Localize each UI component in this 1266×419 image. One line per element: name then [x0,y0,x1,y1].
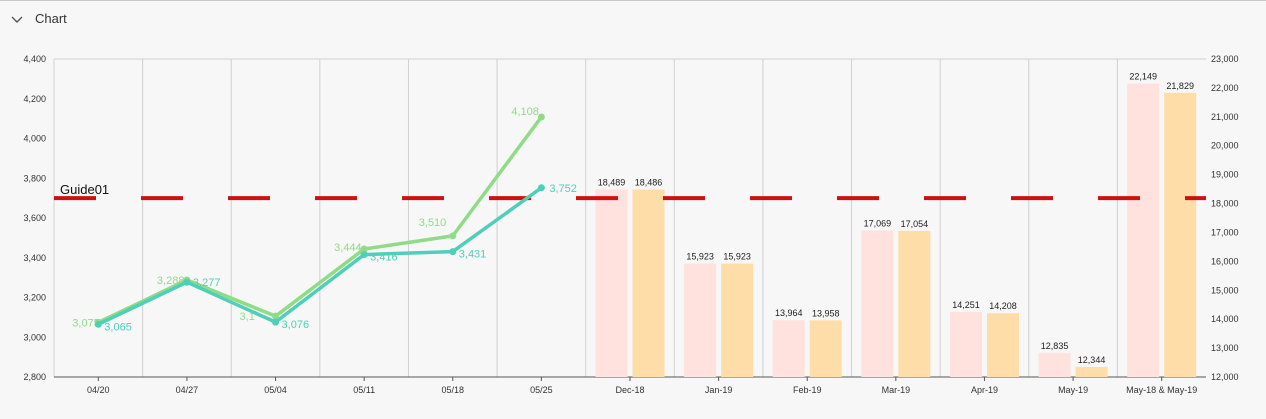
right-y-tick-label: 16,000 [1211,256,1239,266]
left-y-tick-label: 3,800 [23,173,46,183]
bar [1164,92,1197,378]
x-tick-label: Mar-19 [882,385,911,395]
bar [772,320,805,377]
data-point [272,318,280,326]
combo-chart: 2,800 3,000 3,200 3,400 3,600 3,800 4,000 4,200… [23,54,1239,395]
bar [809,320,842,377]
right-y-tick-label: 14,000 [1211,314,1239,324]
left-y-tick-label: 4,000 [23,134,46,144]
point-data-label: 3,752 [549,183,577,195]
left-y-tick-label: 3,400 [23,253,46,263]
data-point [360,251,368,259]
right-y-tick-label: 22,000 [1211,83,1239,93]
bar [861,230,894,377]
bar-data-label: 13,958 [812,308,840,318]
plot-area [54,59,1206,377]
right-y-tick-label: 19,000 [1211,170,1239,180]
x-tick-label: Feb-19 [793,385,822,395]
bar-data-label: 15,923 [723,252,751,262]
left-y-tick-label: 4,200 [23,94,46,104]
bar [986,313,1019,377]
data-point [537,184,545,192]
x-tick-label: 05/11 [353,385,375,395]
bar-data-label: 14,208 [989,301,1017,311]
x-tick-label: 04/27 [176,385,199,395]
right-y-tick-label: 23,000 [1211,54,1239,64]
bar-data-label: 18,486 [635,177,663,187]
x-tick-label: May-18 & May-19 [1126,385,1197,395]
left-y-tick-label: 3,200 [23,293,46,303]
x-tick-label: 04/20 [87,385,110,395]
x-tick-label: Dec-18 [615,385,644,395]
point-data-label: 3,444 [334,242,362,254]
bar-data-label: 14,251 [952,300,980,310]
right-y-tick-label: 12,000 [1211,372,1239,382]
bar [684,263,717,377]
point-data-label: 4,108 [511,106,539,118]
bar-data-label: 15,923 [686,252,714,262]
bar [1075,367,1108,377]
bar-data-label: 21,829 [1166,81,1194,91]
right-y-tick-label: 20,000 [1211,141,1239,151]
data-point [449,248,457,256]
left-y-tick-label: 3,600 [23,213,46,223]
left-y-tick-label: 2,800 [23,372,46,382]
point-data-label: 3,065 [104,321,132,333]
x-tick-label: Jan-19 [705,385,733,395]
point-data-label: 3,277 [193,277,221,289]
right-y-tick-label: 17,000 [1211,227,1239,237]
bar [595,189,628,377]
bar-data-label: 12,835 [1041,341,1069,351]
left-y-tick-label: 4,400 [23,54,46,64]
right-y-tick-label: 15,000 [1211,285,1239,295]
data-point [94,320,102,328]
guide-label: Guide01 [60,182,109,197]
x-tick-label: 05/18 [442,385,465,395]
chevron-down-icon[interactable] [10,12,24,26]
point-data-label: 3,075 [72,317,100,329]
x-tick-label: Apr-19 [971,385,998,395]
data-point [537,113,545,121]
bar [632,189,665,377]
x-tick-label: 05/25 [530,385,553,395]
bar [721,263,754,377]
right-y-tick-label: 13,000 [1211,343,1239,353]
point-data-label: 3,1 [240,311,255,323]
left-y-tick-label: 3,000 [23,332,46,342]
data-point [272,312,280,320]
series-line [97,186,543,326]
panel-title: Chart [35,11,67,26]
bar-data-label: 22,149 [1129,72,1157,82]
point-data-label: 3,288 [157,275,185,287]
x-tick-label: May-19 [1058,385,1088,395]
right-y-tick-label: 21,000 [1211,112,1239,122]
bar [1038,352,1071,377]
data-point [360,245,368,253]
panel-header: Chart [0,1,1266,37]
bar-data-label: 13,964 [775,308,803,318]
point-data-label: 3,431 [459,249,487,261]
x-tick-label: 05/04 [264,385,287,395]
bar-data-label: 17,069 [864,218,892,228]
series-line [97,115,543,324]
data-point [183,278,191,286]
bar [1127,83,1160,378]
bar-data-label: 17,054 [901,219,929,229]
point-data-label: 3,510 [419,217,447,229]
bar-data-label: 12,344 [1078,355,1106,365]
bar [898,230,931,377]
bar-data-label: 18,489 [598,177,626,187]
bar [949,311,982,377]
right-y-tick-label: 18,000 [1211,199,1239,209]
data-point [449,232,457,240]
point-data-label: 3,076 [282,319,310,331]
point-data-label: 3,416 [370,252,398,264]
